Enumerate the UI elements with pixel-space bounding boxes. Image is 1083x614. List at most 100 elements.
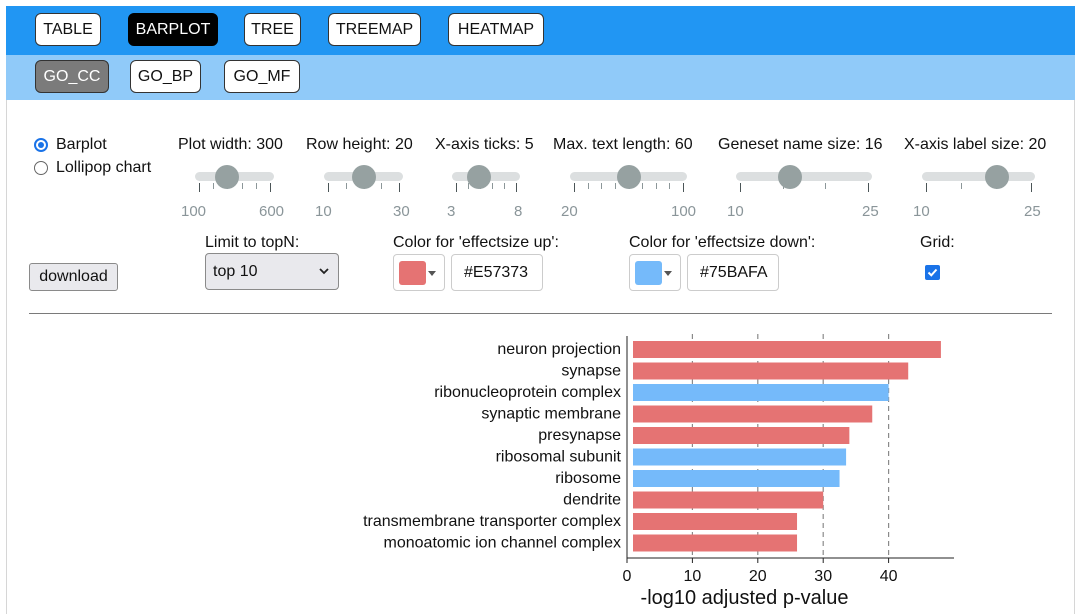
slider-thumb[interactable]	[778, 165, 803, 189]
color-down-swatch	[635, 261, 662, 285]
x-axis-title: -log10 adjusted p-value	[641, 587, 849, 609]
barplot-chart: neuron projection synapse ribonucleoprotei…	[363, 334, 954, 609]
slider-tick	[199, 183, 200, 192]
category-label: synaptic membrane	[481, 406, 621, 423]
color-down-hex-input[interactable]: #75BAFA	[687, 254, 779, 291]
slider-min-value: 3	[447, 203, 456, 220]
tab-treemap[interactable]: TREEMAP	[328, 13, 421, 46]
color-up-hex-input[interactable]: #E57373	[451, 254, 543, 291]
slider-thumb[interactable]	[616, 165, 641, 189]
slider-min-value: 100	[181, 203, 207, 220]
tab-barplot[interactable]: BARPLOT	[128, 13, 218, 46]
color-up-swatch	[399, 261, 426, 285]
slider-max-value: 100	[671, 203, 697, 220]
slider-max-value: 600	[259, 203, 285, 220]
category-label: transmembrane transporter complex	[363, 513, 621, 530]
category-label: monoatomic ion channel complex	[384, 535, 621, 552]
slider-track[interactable]	[736, 172, 872, 181]
topn-select[interactable]: top 10	[205, 253, 339, 290]
slider-track[interactable]	[922, 172, 1035, 181]
slider-label: Max. text length: 60	[553, 136, 693, 153]
slider-tick	[328, 183, 329, 192]
slider-thumb[interactable]	[467, 165, 492, 189]
category-label: dendrite	[563, 492, 621, 509]
category-label: ribosomal subunit	[496, 449, 622, 466]
slider-tick	[655, 183, 657, 189]
slider-tick	[456, 183, 457, 192]
caret-down-icon	[428, 271, 436, 276]
radio-barplot[interactable]: Barplot	[34, 136, 107, 154]
slider-tick	[213, 183, 215, 189]
topn-select-value: top 10	[213, 262, 258, 280]
slider-label: Geneset name size: 16	[718, 136, 883, 153]
download-button[interactable]: download	[29, 263, 118, 291]
slider-tick	[926, 183, 927, 192]
grid-checkbox[interactable]	[925, 265, 940, 280]
tab-table[interactable]: TABLE	[35, 13, 101, 46]
slider-tick	[669, 183, 671, 189]
bar	[633, 470, 840, 487]
tab-tree[interactable]: TREE	[244, 13, 301, 46]
subtab-go-bp[interactable]: GO_BP	[130, 60, 201, 93]
slider-tick	[516, 183, 517, 192]
subtab-go-cc[interactable]: GO_CC	[35, 60, 109, 93]
slider-tick	[740, 183, 741, 192]
slider-max-value: 8	[514, 203, 523, 220]
slider-tick	[868, 183, 869, 192]
slider-tick	[345, 183, 347, 189]
slider-tick	[270, 183, 271, 192]
checkmark-icon	[927, 268, 938, 277]
slider-tick	[574, 183, 575, 192]
slider-thumb[interactable]	[214, 165, 239, 189]
slider-tick	[399, 183, 400, 192]
bar	[633, 448, 847, 466]
x-tick-label: 30	[814, 568, 832, 585]
slider-tick	[601, 183, 603, 189]
x-tick-label: 20	[749, 568, 767, 585]
radio-checked-icon	[34, 138, 48, 152]
bar	[633, 427, 850, 444]
category-label: presynapse	[538, 427, 621, 444]
slider-label: X-axis ticks: 5	[435, 136, 534, 153]
radio-unchecked-icon	[34, 161, 48, 175]
color-up-picker[interactable]	[393, 254, 445, 291]
slider-tick	[961, 183, 962, 189]
category-label: ribonucleoprotein complex	[434, 384, 621, 401]
slider-min-value: 10	[913, 203, 930, 220]
category-label: neuron projection	[497, 341, 621, 358]
slider-label: Row height: 20	[306, 136, 413, 153]
tab-heatmap[interactable]: HEATMAP	[448, 13, 544, 46]
color-down-label: Color for 'effectsize down':	[629, 234, 816, 251]
chevron-down-icon	[319, 268, 329, 275]
bar	[633, 513, 798, 530]
slider-thumb[interactable]	[985, 165, 1010, 189]
topn-label: Limit to topN:	[205, 234, 300, 251]
bar	[633, 534, 798, 552]
x-tick-label: 10	[684, 568, 702, 585]
subtab-go-mf[interactable]: GO_MF	[224, 60, 300, 93]
slider-min-value: 20	[561, 203, 578, 220]
bar	[633, 384, 889, 401]
slider-max-value: 25	[1024, 203, 1041, 220]
radio-barplot-label: Barplot	[56, 136, 107, 153]
radio-lollipop[interactable]: Lollipop chart	[34, 159, 151, 177]
bar	[633, 491, 824, 509]
grid-label: Grid:	[920, 234, 955, 251]
slider-min-value: 10	[727, 203, 744, 220]
slider-label: X-axis label size: 20	[904, 136, 1047, 153]
slider-label: Plot width: 300	[178, 136, 283, 153]
slider-thumb[interactable]	[351, 165, 376, 189]
content-panel	[6, 100, 1075, 614]
radio-lollipop-label: Lollipop chart	[56, 159, 152, 176]
bar	[633, 405, 873, 423]
divider	[29, 313, 1052, 314]
slider-min-value: 10	[315, 203, 332, 220]
color-up-label: Color for 'effectsize up':	[393, 234, 559, 251]
x-tick-label: 0	[623, 568, 632, 585]
category-label: synapse	[561, 363, 621, 380]
x-tick-label: 40	[880, 568, 898, 585]
slider-tick	[614, 183, 616, 189]
slider-tick	[642, 183, 644, 189]
slider-tick	[1031, 183, 1032, 192]
color-down-picker[interactable]	[629, 254, 681, 291]
